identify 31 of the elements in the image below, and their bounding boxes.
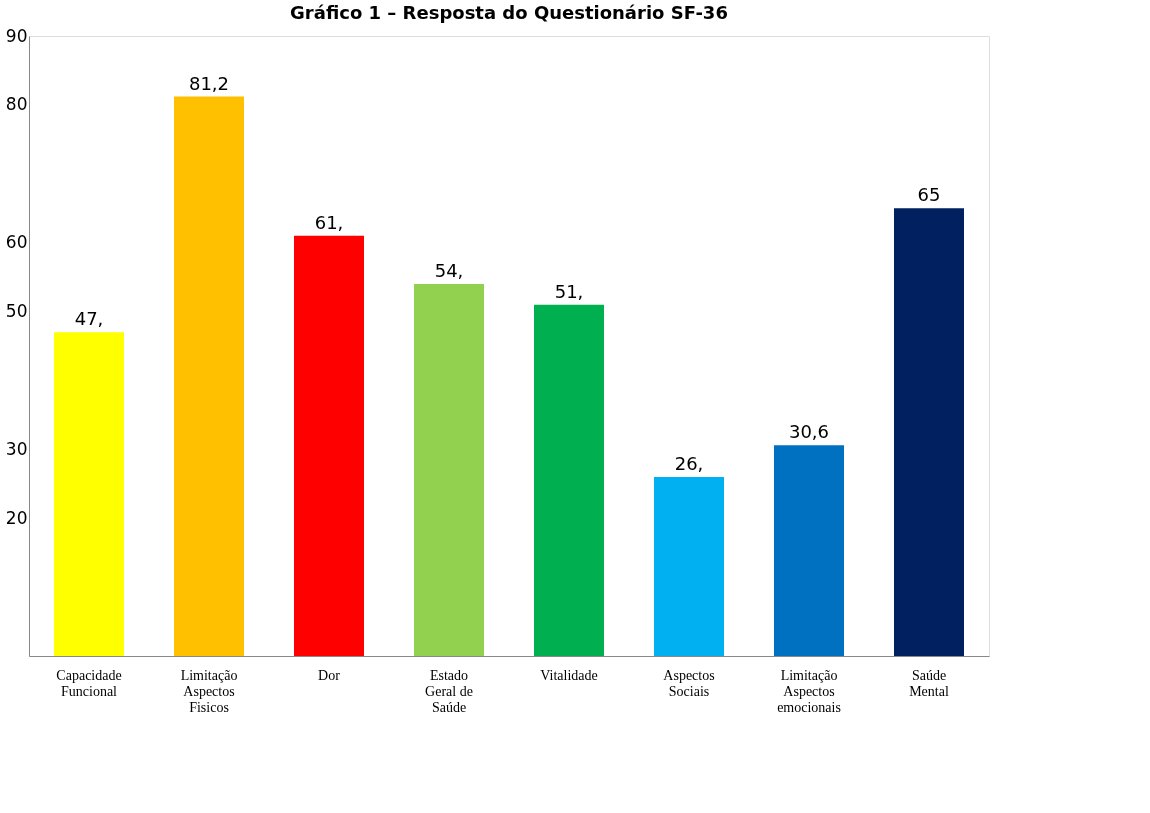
data-label: 65 [917, 184, 941, 206]
y-tick-label: 30 [5, 438, 28, 459]
y-tick-label: 80 [5, 94, 28, 115]
bar [414, 284, 484, 656]
data-label: 47, [74, 308, 104, 330]
y-tick-label: 20 [5, 507, 28, 528]
data-label: 61, [314, 211, 344, 233]
x-tick-label: Vitalidade [540, 667, 598, 683]
bar [774, 445, 844, 656]
data-label: 51, [554, 280, 584, 302]
y-tick-label: 60 [5, 232, 28, 253]
bar [294, 235, 364, 656]
x-tick-label: Limitação Aspectos emocionais [777, 667, 841, 715]
data-label: 26, [674, 452, 704, 474]
x-tick-label: Aspectos Sociais [663, 667, 715, 699]
data-label: 30,6 [788, 421, 830, 443]
bar [894, 208, 964, 656]
data-label: 54, [434, 260, 464, 281]
bar [534, 304, 604, 656]
x-tick-label: Limitação Aspectos Fisicos [180, 667, 238, 715]
data-label: 81,2 [188, 72, 230, 94]
x-tick-label: Estado Geral de Saúde [425, 667, 473, 715]
bar [174, 96, 244, 656]
y-tick-label: 90 [5, 25, 28, 46]
x-tick-label: Capacidade Funcional [56, 667, 122, 699]
x-tick-label: Dor [318, 667, 341, 683]
bar [654, 476, 724, 656]
bar [54, 332, 124, 656]
chart-title: Gráfico 1 – Resposta do Questionário SF-36 [290, 2, 728, 23]
x-tick-label: Saúde Mental [909, 667, 949, 699]
y-tick-label: 50 [5, 301, 28, 322]
